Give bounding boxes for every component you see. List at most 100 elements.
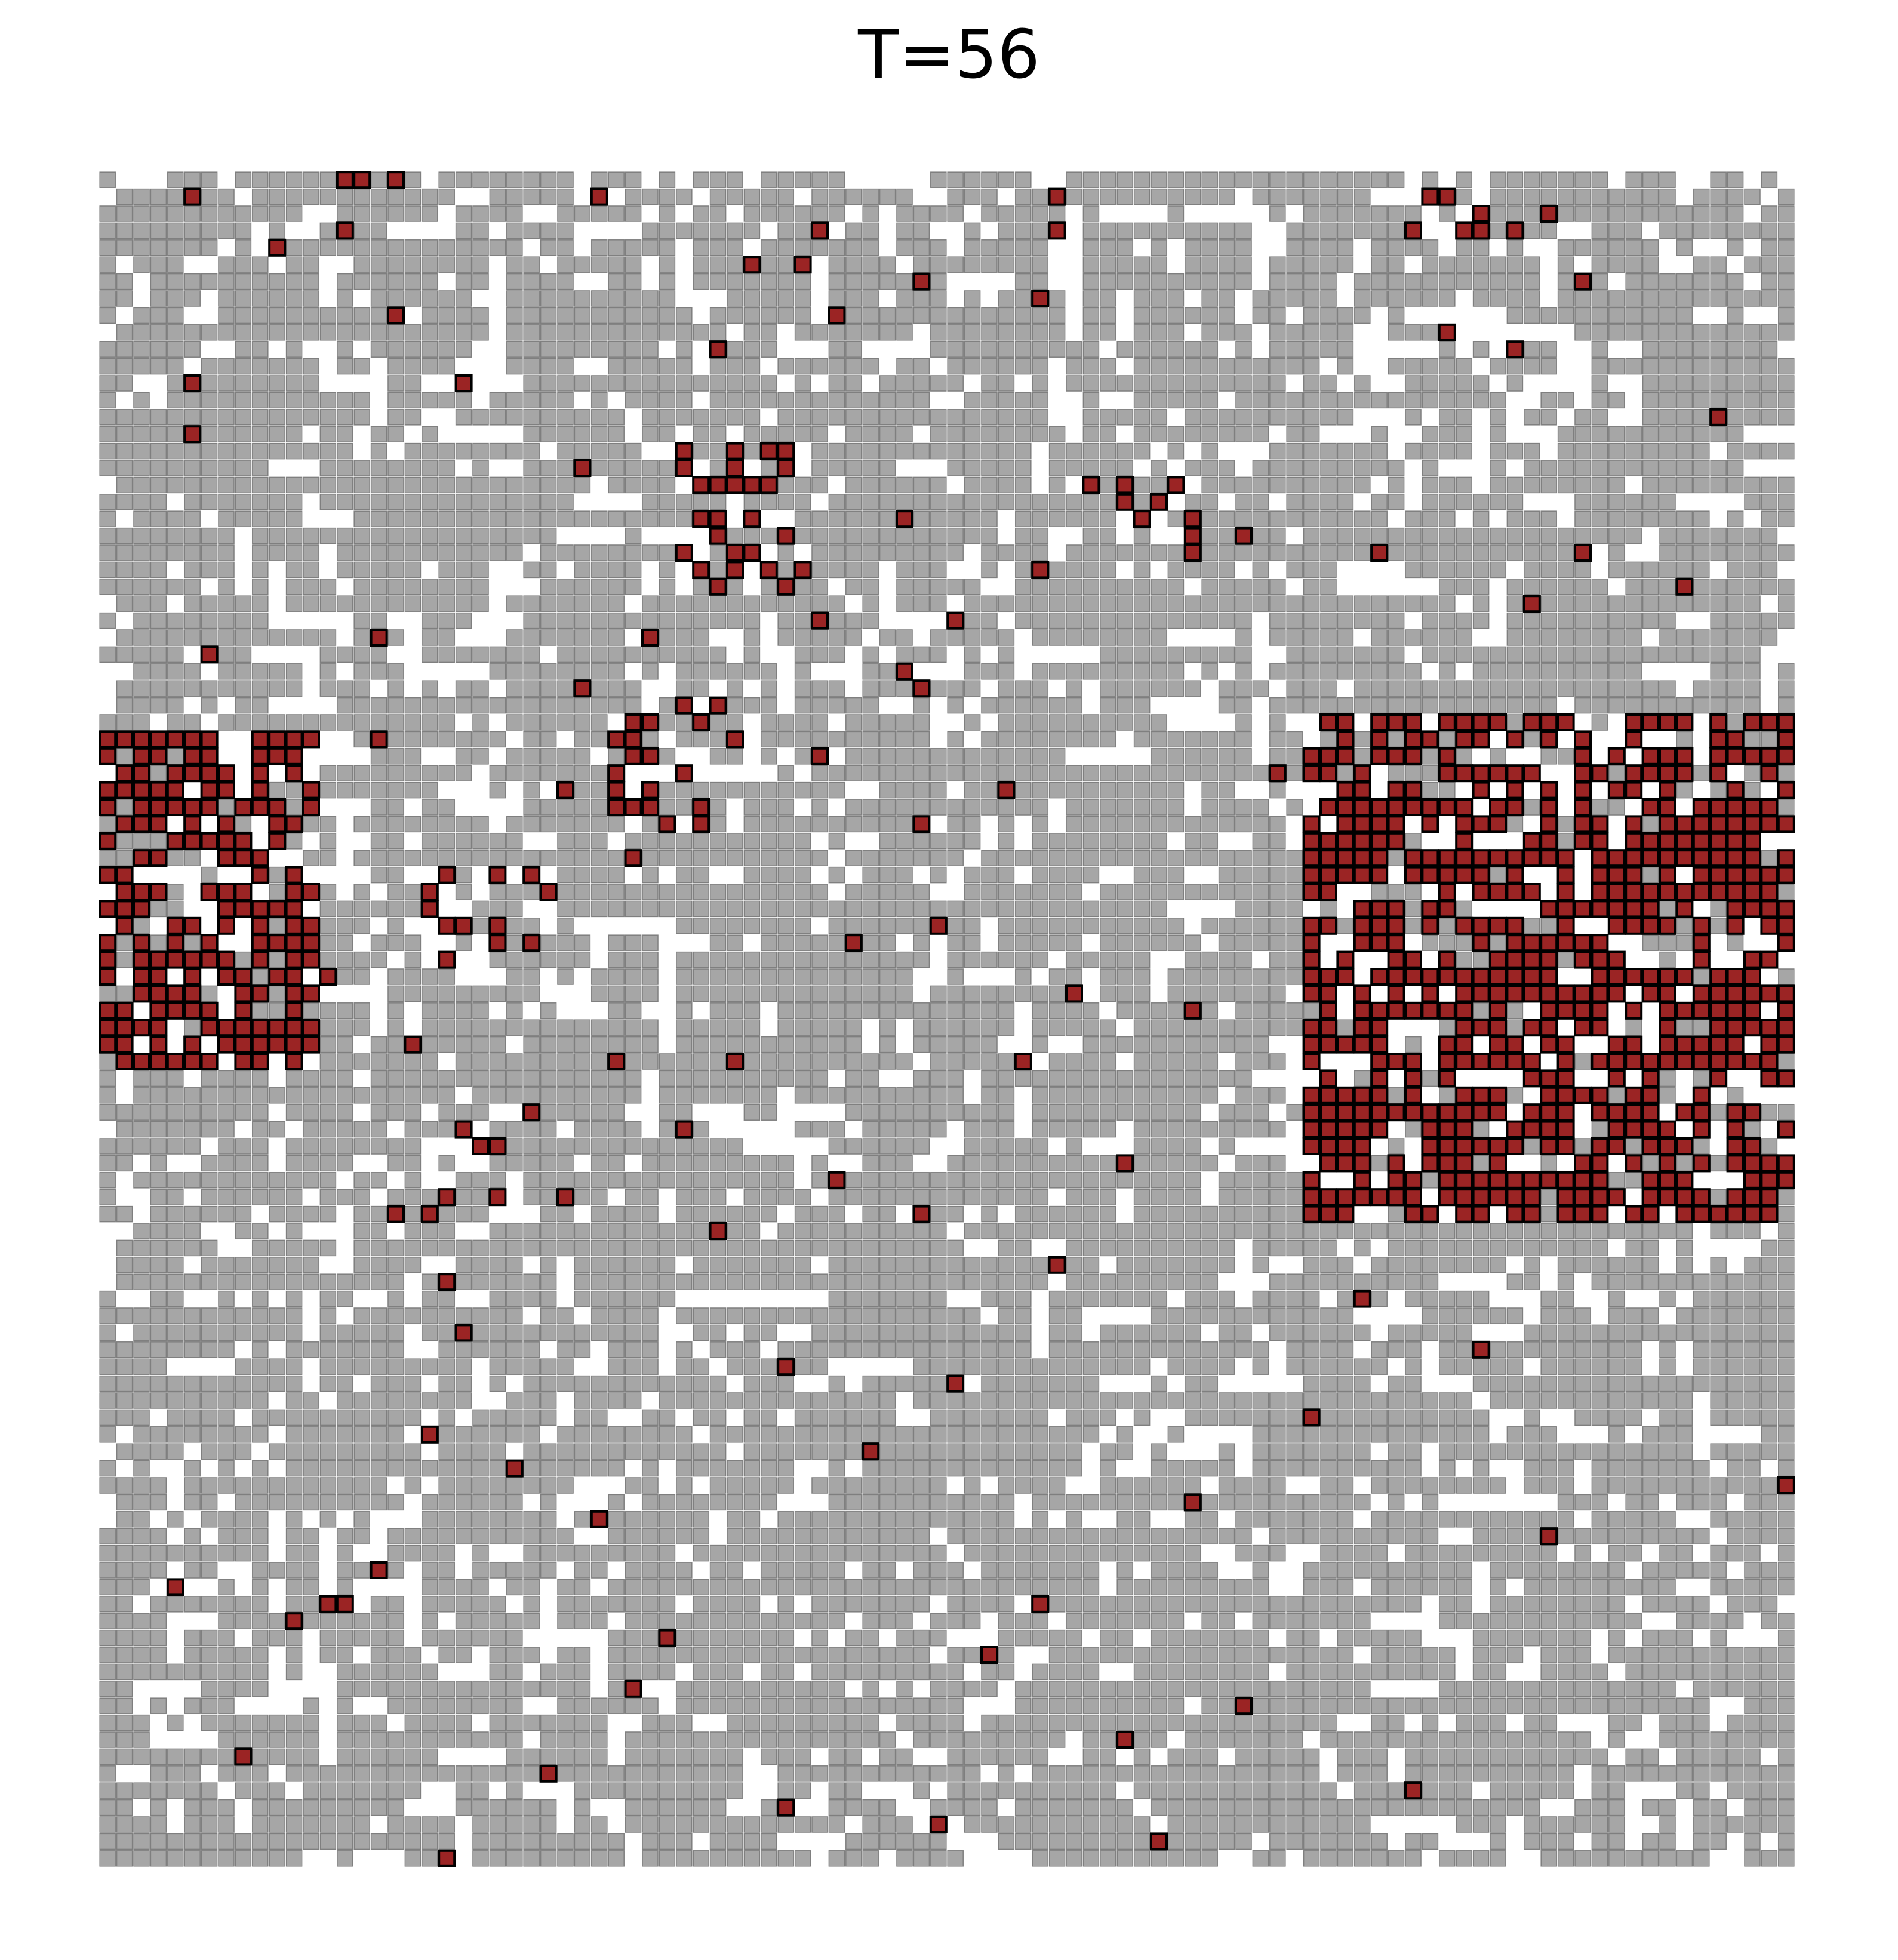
occupied-cell xyxy=(930,1273,947,1290)
occupied-cell xyxy=(659,1392,676,1409)
occupied-cell xyxy=(269,714,285,731)
occupied-cell xyxy=(1082,222,1100,239)
occupied-cell xyxy=(370,510,387,527)
occupied-cell xyxy=(574,1273,591,1290)
occupied-cell xyxy=(709,324,727,341)
occupied-cell xyxy=(1761,1341,1778,1358)
occupied-cell xyxy=(506,1290,523,1307)
occupied-cell xyxy=(1218,1290,1235,1307)
occupied-cell xyxy=(252,358,269,375)
occupied-cell xyxy=(1185,1273,1201,1290)
occupied-cell xyxy=(998,799,1015,816)
occupied-cell xyxy=(862,205,879,222)
occupied-cell xyxy=(285,1223,303,1239)
occupied-cell xyxy=(1320,595,1337,612)
occupied-cell xyxy=(574,1257,591,1273)
occupied-cell xyxy=(1167,765,1185,781)
occupied-cell xyxy=(1032,1205,1048,1223)
occupied-cell xyxy=(455,527,472,544)
occupied-cell xyxy=(591,1087,608,1104)
occupied-cell xyxy=(133,1392,150,1409)
occupied-cell xyxy=(998,375,1015,392)
occupied-cell xyxy=(285,256,303,273)
occupied-cell xyxy=(1608,460,1625,476)
occupied-cell xyxy=(1303,680,1320,697)
occupied-cell xyxy=(184,1019,201,1036)
occupied-cell xyxy=(1778,375,1795,392)
occupied-cell xyxy=(1574,460,1591,476)
occupied-cell xyxy=(303,358,319,375)
occupied-cell xyxy=(472,222,489,239)
occupied-cell xyxy=(964,1223,981,1239)
occupied-cell xyxy=(1151,1273,1167,1290)
occupied-cell xyxy=(794,1307,811,1324)
occupied-cell xyxy=(811,1392,828,1409)
occupied-cell xyxy=(370,273,387,290)
occupied-cell xyxy=(99,222,116,239)
occupied-cell xyxy=(489,527,506,544)
occupied-cell xyxy=(1201,510,1218,527)
occupied-cell xyxy=(1151,1172,1167,1189)
occupied-cell xyxy=(1048,884,1066,900)
occupied-cell xyxy=(1066,1358,1082,1375)
occupied-cell xyxy=(896,951,913,968)
occupied-cell xyxy=(998,1002,1015,1019)
occupied-cell xyxy=(727,579,743,595)
occupied-cell xyxy=(1269,697,1286,714)
occupied-cell xyxy=(1642,595,1659,612)
occupied-cell xyxy=(1608,1307,1625,1324)
occupied-cell xyxy=(303,544,319,561)
occupied-cell xyxy=(252,595,269,612)
occupied-cell xyxy=(1048,934,1066,951)
occupied-cell xyxy=(1015,476,1032,494)
occupied-cell xyxy=(625,1223,642,1239)
occupied-cell xyxy=(930,1189,947,1205)
occupied-cell xyxy=(761,1172,777,1189)
occupied-cell xyxy=(1185,375,1201,392)
occupied-cell xyxy=(269,680,285,697)
occupied-cell xyxy=(625,680,642,697)
occupied-cell xyxy=(913,1019,930,1036)
occupied-cell xyxy=(811,850,828,866)
occupied-cell xyxy=(116,934,133,951)
occupied-cell xyxy=(693,884,709,900)
occupied-cell xyxy=(1744,697,1761,714)
occupied-cell xyxy=(150,1223,167,1239)
occupied-cell xyxy=(1303,358,1320,375)
occupied-cell xyxy=(116,1409,133,1426)
occupied-cell xyxy=(455,324,472,341)
occupied-cell xyxy=(1337,1307,1354,1324)
occupied-cell xyxy=(709,561,727,579)
occupied-cell xyxy=(727,612,743,629)
occupied-cell xyxy=(1591,714,1608,731)
occupied-cell xyxy=(116,680,133,697)
occupied-cell xyxy=(981,426,998,442)
occupied-cell xyxy=(285,1172,303,1189)
occupied-cell xyxy=(1354,646,1371,663)
occupied-cell xyxy=(404,731,422,748)
occupied-cell xyxy=(1371,1290,1388,1307)
occupied-cell xyxy=(1269,476,1286,494)
occupied-cell xyxy=(1185,748,1201,765)
occupied-cell xyxy=(1167,1002,1185,1019)
occupied-cell xyxy=(1506,629,1524,646)
occupied-cell xyxy=(1744,612,1761,629)
occupied-cell xyxy=(998,1375,1015,1392)
occupied-cell xyxy=(828,324,845,341)
occupied-cell xyxy=(201,697,218,714)
occupied-cell xyxy=(811,544,828,561)
occupied-cell xyxy=(1422,1392,1439,1409)
occupied-cell xyxy=(591,409,608,426)
occupied-cell xyxy=(1015,985,1032,1002)
occupied-cell xyxy=(99,561,116,579)
occupied-cell xyxy=(1557,544,1574,561)
occupied-cell xyxy=(1032,527,1048,544)
occupied-cell xyxy=(896,544,913,561)
occupied-cell xyxy=(1710,595,1727,612)
occupied-cell xyxy=(540,494,557,510)
occupied-cell xyxy=(947,426,964,442)
occupied-cell xyxy=(676,1223,693,1239)
occupied-cell xyxy=(743,1155,761,1172)
occupied-cell xyxy=(1388,595,1405,612)
occupied-cell xyxy=(913,1104,930,1121)
